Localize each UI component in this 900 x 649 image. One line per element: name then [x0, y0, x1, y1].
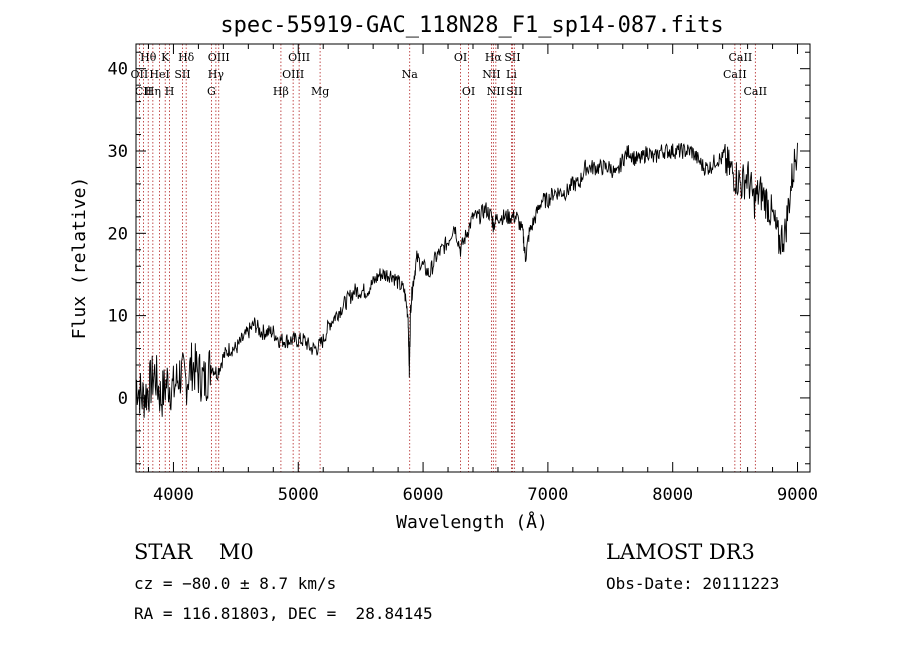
spectrum-line	[135, 142, 798, 418]
line-marker-label-0: Hθ	[140, 51, 157, 64]
line-marker-label-10: Hγ	[208, 68, 225, 81]
x-tick-label-8000: 8000	[652, 485, 693, 505]
line-marker-label-26: CaII	[723, 68, 747, 81]
line-marker-label-9: OIII	[208, 51, 230, 64]
line-marker-label-15: Mg	[311, 85, 329, 98]
line-marker-label-13: OIII	[282, 68, 304, 81]
x-tick-label-4000: 4000	[153, 485, 194, 505]
y-tick-label-40: 40	[108, 60, 128, 80]
line-marker-label-22: SII	[504, 51, 520, 64]
emission-line-markers: Hθ OII CII K H HeI Hη Hδ SII OIII Hγ G OIII OIII Hβ Mg N…	[131, 44, 767, 472]
x-tick-label-6000: 6000	[403, 485, 444, 505]
y-tick-label-10: 10	[108, 307, 128, 327]
line-marker-label-8: SII	[174, 68, 190, 81]
line-marker-label-18: OI	[462, 85, 475, 98]
y-tick-label-0: 0	[118, 389, 128, 409]
line-marker-label-12: OIII	[288, 51, 310, 64]
redshift-velocity: cz = −80.0 ± 8.7 km/s	[134, 574, 337, 593]
object-class: STAR M0	[134, 540, 254, 564]
line-marker-label-16: Na	[402, 68, 419, 81]
line-marker-label-1: OII	[131, 68, 149, 81]
spectrum-line-layer	[135, 142, 798, 418]
x-axis-label: Wavelength (Å)	[396, 511, 548, 533]
line-marker-label-6: Hη	[145, 85, 161, 98]
line-marker-label-5: HeI	[149, 68, 169, 81]
line-marker-label-11: G	[207, 85, 216, 98]
line-marker-label-24: SII	[506, 85, 522, 98]
line-marker-label-23: Li	[506, 68, 517, 81]
line-marker-label-19: Hα	[485, 51, 503, 64]
line-marker-label-7: Hδ	[178, 51, 195, 64]
observation-date: Obs-Date: 20111223	[606, 574, 780, 593]
x-tick-label-9000: 9000	[777, 485, 818, 505]
plot-frame	[135, 43, 811, 473]
y-axis-label: Flux (relative)	[69, 177, 90, 340]
line-marker-label-20: NII	[482, 68, 500, 81]
x-tick-label-7000: 7000	[527, 485, 568, 505]
line-marker-label-4: H	[165, 85, 175, 98]
line-marker-label-21: NII	[487, 85, 505, 98]
x-tick-label-5000: 5000	[278, 485, 319, 505]
survey-name: LAMOST DR3	[606, 540, 755, 564]
line-marker-label-14: Hβ	[273, 85, 289, 98]
axis-ticks: 4000 5000 6000 7000 8000 9000 0 10 20 30 40	[108, 44, 818, 505]
y-tick-label-30: 30	[108, 142, 128, 162]
y-tick-label-20: 20	[108, 224, 128, 244]
chart-title: spec-55919-GAC_118N28_F1_sp14-087.fits	[220, 13, 723, 38]
line-marker-label-27: CaII	[743, 85, 767, 98]
ra-dec-coordinates: RA = 116.81803, DEC = 28.84145	[134, 604, 433, 623]
line-marker-label-3: K	[161, 51, 170, 64]
line-marker-label-17: OI	[454, 51, 467, 64]
line-marker-label-25: CaII	[729, 51, 753, 64]
line-marker-label-2: CII	[135, 85, 152, 98]
